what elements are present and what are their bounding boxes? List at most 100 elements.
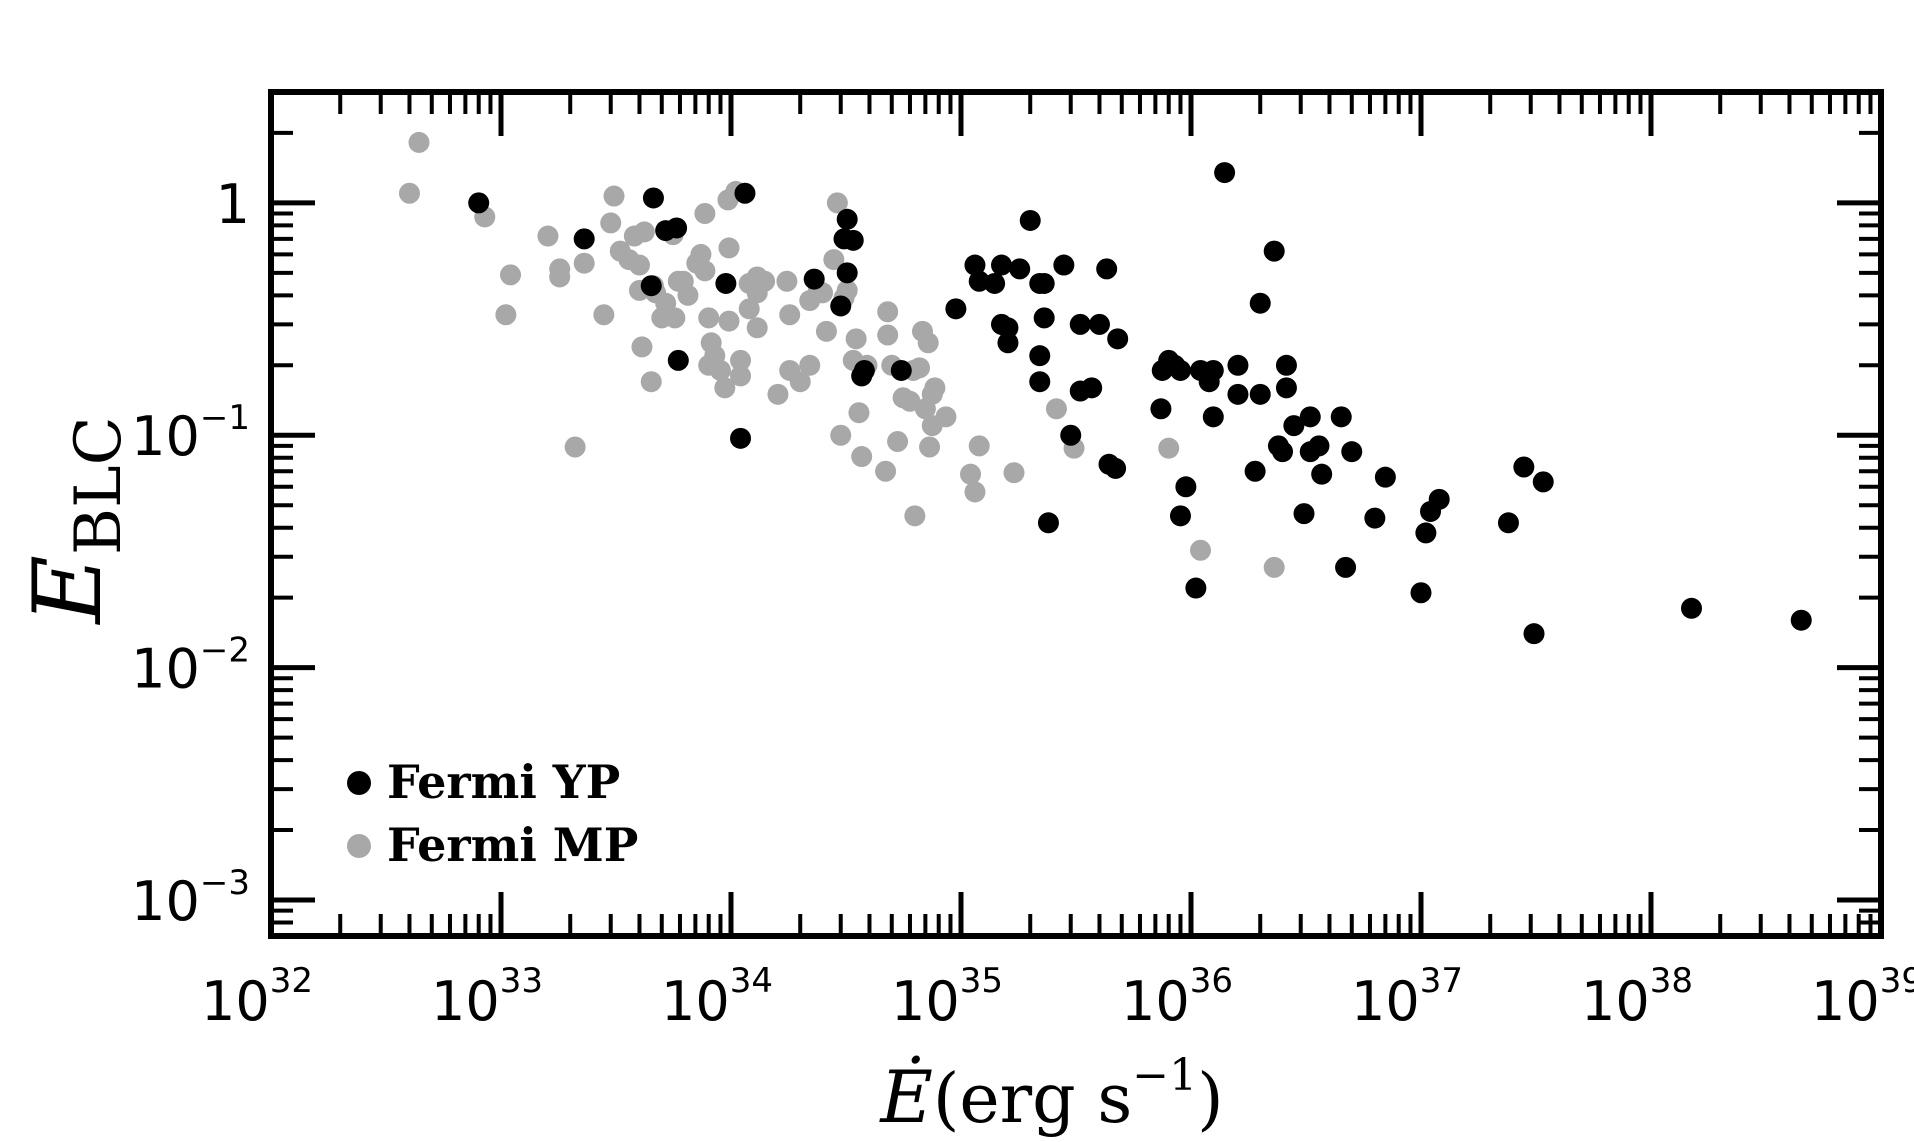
data-point-fermi-yp — [666, 217, 688, 239]
x-tick-base: 10 — [891, 970, 960, 1033]
data-points — [398, 131, 1812, 645]
data-point-fermi-yp — [468, 192, 490, 214]
y-tick-base: 10 — [131, 405, 200, 468]
data-point-fermi-mp — [593, 304, 615, 326]
data-point-fermi-mp — [603, 185, 625, 207]
x-tick-exponent: 34 — [730, 961, 773, 1001]
data-point-fermi-yp — [1497, 512, 1519, 534]
data-point-fermi-mp — [631, 336, 653, 358]
data-point-fermi-mp — [851, 446, 873, 468]
data-point-fermi-mp — [664, 307, 686, 329]
y-tick-label: 1 — [216, 173, 250, 236]
data-point-fermi-yp — [1249, 292, 1271, 314]
data-point-fermi-yp — [1019, 209, 1041, 231]
x-tick-base: 10 — [1351, 970, 1420, 1033]
data-point-fermi-yp — [1364, 507, 1386, 529]
data-point-fermi-mp — [887, 430, 909, 452]
x-tick-base: 10 — [1581, 970, 1650, 1033]
data-point-fermi-mp — [600, 212, 622, 234]
x-tick-exponent: 38 — [1650, 961, 1693, 1001]
data-point-fermi-yp — [853, 359, 875, 381]
data-point-fermi-mp — [398, 182, 420, 204]
data-point-fermi-yp — [715, 272, 737, 294]
x-tick-label: 1038 — [1581, 961, 1693, 1033]
y-tick-exponent: −2 — [200, 631, 250, 671]
legend-marker-fermi-mp — [347, 834, 371, 858]
x-tick-label: 1037 — [1351, 961, 1463, 1033]
data-point-fermi-yp — [842, 229, 864, 251]
data-point-fermi-mp — [1045, 398, 1067, 420]
data-point-fermi-yp — [1185, 577, 1207, 599]
data-point-fermi-mp — [1190, 539, 1212, 561]
data-point-fermi-mp — [875, 460, 897, 482]
data-point-fermi-yp — [1335, 556, 1357, 578]
data-point-fermi-yp — [1299, 406, 1321, 428]
x-tick-base: 10 — [1811, 970, 1880, 1033]
data-point-fermi-mp — [823, 249, 845, 271]
data-point-fermi-mp — [877, 324, 899, 346]
data-point-fermi-yp — [1374, 466, 1396, 488]
data-point-fermi-yp — [1169, 359, 1191, 381]
data-point-fermi-mp — [694, 203, 716, 225]
x-tick-base: 10 — [431, 970, 500, 1033]
data-point-fermi-mp — [1003, 462, 1025, 484]
data-point-fermi-mp — [917, 332, 939, 354]
data-point-fermi-mp — [754, 270, 776, 292]
data-point-fermi-yp — [730, 427, 752, 449]
x-axis-unit-close: ) — [1197, 1060, 1224, 1139]
data-point-fermi-yp — [1150, 398, 1172, 420]
data-point-fermi-yp — [1037, 512, 1059, 534]
data-point-fermi-yp — [1330, 406, 1352, 428]
data-point-fermi-yp — [1088, 313, 1110, 335]
data-point-fermi-yp — [640, 275, 662, 297]
data-point-fermi-yp — [1275, 354, 1297, 376]
data-point-fermi-mp — [779, 304, 801, 326]
data-point-fermi-yp — [734, 182, 756, 204]
data-point-fermi-yp — [1513, 456, 1535, 478]
data-point-fermi-mp — [815, 320, 837, 342]
y-tick-label: 10−2 — [131, 631, 250, 701]
legend-label-fermi-mp: Fermi MP — [387, 818, 638, 872]
data-point-fermi-yp — [1202, 406, 1224, 428]
data-point-fermi-mp — [799, 354, 821, 376]
y-tick-label: 10−1 — [131, 398, 250, 468]
data-point-fermi-yp — [1029, 345, 1051, 367]
data-point-fermi-mp — [789, 371, 811, 393]
data-point-fermi-yp — [836, 208, 858, 230]
data-point-fermi-yp — [1263, 240, 1285, 262]
plot-frame — [268, 89, 1884, 939]
data-point-fermi-mp — [690, 243, 712, 265]
data-point-fermi-yp — [1214, 162, 1236, 184]
data-point-fermi-yp — [1308, 435, 1330, 457]
data-point-fermi-mp — [718, 310, 740, 332]
data-point-fermi-yp — [1175, 476, 1197, 498]
data-point-fermi-mp — [709, 359, 731, 381]
x-tick-exponent: 39 — [1880, 961, 1914, 1001]
data-point-fermi-yp — [642, 187, 664, 209]
data-point-fermi-mp — [677, 284, 699, 306]
data-point-fermi-mp — [848, 402, 870, 424]
minor-ticks — [271, 90, 1881, 938]
data-point-fermi-yp — [830, 295, 852, 317]
data-point-fermi-mp — [718, 237, 740, 259]
data-point-fermi-mp — [730, 365, 752, 387]
data-point-fermi-mp — [714, 377, 736, 399]
data-point-fermi-yp — [1428, 488, 1450, 510]
y-tick-label: 10−3 — [131, 863, 250, 933]
data-point-fermi-yp — [1009, 258, 1031, 280]
data-point-fermi-mp — [826, 192, 848, 214]
y-tick-exponent: −1 — [200, 398, 250, 438]
data-point-fermi-yp — [667, 349, 689, 371]
x-axis-unit-exponent: −1 — [1132, 1050, 1197, 1101]
x-tick-exponent: 37 — [1420, 961, 1463, 1001]
data-point-fermi-mp — [964, 481, 986, 503]
data-point-fermi-mp — [1263, 556, 1285, 578]
data-point-fermi-yp — [836, 262, 858, 284]
data-point-fermi-yp — [803, 268, 825, 290]
data-point-fermi-mp — [904, 505, 926, 527]
data-point-fermi-yp — [1410, 582, 1432, 604]
y-axis-label: EBLC — [14, 416, 136, 625]
data-point-fermi-yp — [997, 332, 1019, 354]
